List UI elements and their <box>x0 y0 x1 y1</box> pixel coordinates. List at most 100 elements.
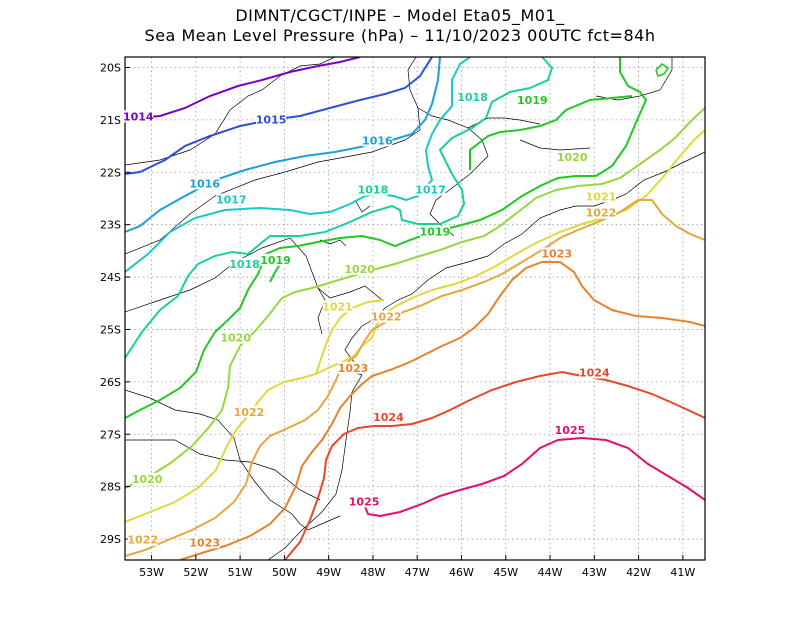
lon-tick-label: 52W <box>183 566 208 579</box>
contour-label: 1020 <box>557 151 588 164</box>
contour-label: 1018 <box>358 184 389 197</box>
contour-label: 1017 <box>216 194 247 207</box>
contour-label-bg <box>554 424 585 437</box>
contour-label: 1023 <box>338 362 369 375</box>
contour-label: 1025 <box>555 424 586 437</box>
contour-label-bg <box>373 411 404 424</box>
lon-tick-label: 46W <box>449 566 474 579</box>
contour-label: 1023 <box>189 536 220 549</box>
isobar-1025 <box>363 436 705 518</box>
contour-label: 1022 <box>234 406 265 419</box>
lat-tick-label: 26S <box>100 376 121 389</box>
lat-tick-label: 20S <box>100 61 121 74</box>
contour-label-bg <box>256 113 287 126</box>
isobar-1024 <box>284 370 705 560</box>
contour-label-bg <box>322 300 353 313</box>
contour-label: 1022 <box>586 207 617 220</box>
contour-label-bg <box>415 183 446 196</box>
lat-tick-label: 21S <box>100 114 121 127</box>
lon-tick-label: 51W <box>228 566 253 579</box>
contour-label-bg <box>216 193 247 206</box>
contour-label-bg <box>517 94 548 107</box>
contour-label-bg <box>557 151 588 164</box>
isobar-1018 <box>125 57 554 359</box>
contour-label: 1018 <box>457 91 488 104</box>
contour-label-bg <box>189 177 220 190</box>
contour-label-bg <box>362 134 393 147</box>
lon-tick-label: 48W <box>361 566 386 579</box>
isobar-small-loop <box>655 62 670 78</box>
isobar-1020 <box>125 107 705 489</box>
contour-label: 1017 <box>415 184 446 197</box>
contour-label-bg <box>123 110 154 123</box>
contour-label: 1019 <box>420 226 451 239</box>
lon-tick-label: 41W <box>670 566 695 579</box>
lat-tick-label: 24S <box>100 271 121 284</box>
isobar-1023 <box>179 261 705 560</box>
lon-tick-label: 49W <box>316 566 341 579</box>
isobar-1016 <box>125 57 441 233</box>
contour-label-bg <box>127 533 158 546</box>
contour-label-bg <box>457 90 488 103</box>
contour-label: 1020 <box>220 331 251 344</box>
contour-label-bg <box>357 183 388 196</box>
lon-tick-label: 53W <box>139 566 164 579</box>
lon-tick-label: 50W <box>272 566 297 579</box>
contour-label: 1025 <box>349 495 380 508</box>
contour-label-bg <box>233 405 264 418</box>
contour-label: 1018 <box>229 258 260 271</box>
contour-label: 1020 <box>132 473 163 486</box>
contour-label-bg <box>229 258 260 271</box>
contour-label-bg <box>579 366 610 379</box>
lon-tick-label: 44W <box>538 566 563 579</box>
isobar-1019-north <box>469 95 633 170</box>
contour-label: 1019 <box>260 254 291 267</box>
contour-label: 1015 <box>256 113 287 126</box>
lon-tick-label: 45W <box>493 566 518 579</box>
contour-label: 1014 <box>123 110 154 123</box>
contour-label: 1024 <box>373 411 404 424</box>
contour-label: 1024 <box>579 367 610 380</box>
contour-label-bg <box>541 247 572 260</box>
contour-label: 1021 <box>586 190 617 203</box>
chart-title-line2: Sea Mean Level Pressure (hPa) – 11/10/20… <box>144 26 656 45</box>
contour-label: 1023 <box>541 248 572 261</box>
contour-label: 1016 <box>189 177 220 190</box>
isobar-1022 <box>125 199 705 557</box>
lon-tick-labels: 53W 52W 51W 50W 49W 48W 47W 46W 45W 44W 43W 42W 41W <box>139 555 695 579</box>
lat-tick-label: 23S <box>100 219 121 232</box>
contour-label-bg <box>344 262 375 275</box>
contour-label-bg <box>585 206 616 219</box>
contour-label-bg <box>371 310 402 323</box>
coastline-borders <box>125 57 705 560</box>
lat-tick-label: 22S <box>100 166 121 179</box>
isobar-1021-south <box>315 299 385 375</box>
contour-label-bg <box>220 331 251 344</box>
contour-label: 1019 <box>517 94 548 107</box>
lon-tick-label: 43W <box>582 566 607 579</box>
lon-tick-label: 42W <box>626 566 651 579</box>
contour-label-bg <box>338 361 369 374</box>
plot-frame <box>124 56 706 561</box>
chart-title-line1: DIMNT/CGCT/INPE – Model Eta05_M01_ <box>235 6 565 25</box>
lat-tick-label: 27S <box>100 428 121 441</box>
contour-label: 1020 <box>344 263 375 276</box>
contour-label-bg <box>189 536 220 549</box>
contour-label-bg <box>419 225 450 238</box>
contour-label: 1021 <box>322 301 353 314</box>
lat-tick-labels: 20S 21S 22S 23S 24S 25S 26S 27S 28S 29S <box>100 61 130 546</box>
lat-tick-label: 25S <box>100 323 121 336</box>
contour-label: 1016 <box>362 134 393 147</box>
contour-label-bg <box>260 253 291 266</box>
contour-label: 1022 <box>371 310 402 323</box>
lat-tick-label: 29S <box>100 533 121 546</box>
contour-label-bg <box>132 472 163 485</box>
lon-tick-label: 47W <box>405 566 430 579</box>
lat-tick-label: 28S <box>100 481 121 494</box>
contour-label-bg <box>349 495 380 508</box>
isobar-1019 <box>125 57 648 419</box>
contour-label: 1022 <box>127 534 158 547</box>
contour-label-bg <box>585 190 616 203</box>
isobar-1017 <box>125 57 471 273</box>
